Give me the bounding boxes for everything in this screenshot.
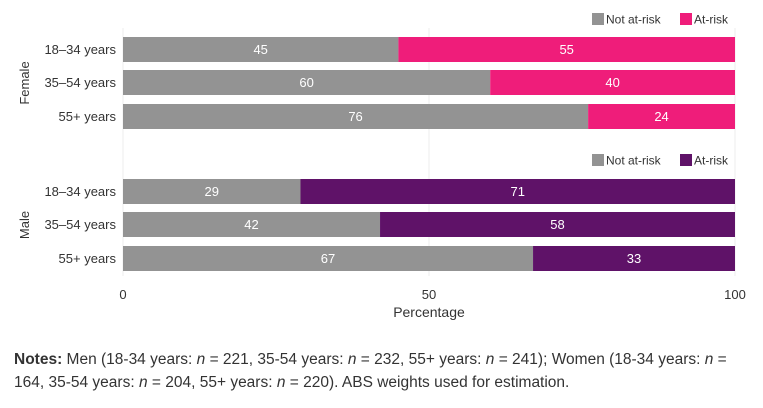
bar-segment <box>123 104 589 129</box>
category-label: 55+ years <box>59 251 117 266</box>
category-label: 35–54 years <box>44 217 116 232</box>
x-tick-label: 100 <box>724 287 746 302</box>
bar-segment <box>398 37 735 62</box>
x-tick-label: 50 <box>422 287 436 302</box>
notes-text: = 220). ABS weights used for estimation. <box>285 374 570 391</box>
notes-n: n <box>138 374 148 391</box>
bar-segment <box>123 179 301 204</box>
data-label: 58 <box>550 217 564 232</box>
bar-segment <box>123 70 491 95</box>
bar-segment <box>490 70 735 95</box>
notes-n: n <box>347 351 357 368</box>
legend-label: At-risk <box>694 13 729 27</box>
data-label: 71 <box>511 184 525 199</box>
data-label: 29 <box>205 184 219 199</box>
chart-notes: Notes: Men (18-34 years: n = 221, 35-54 … <box>14 348 754 394</box>
bar-segment <box>123 246 534 271</box>
notes-text: = 241); Women (18-34 years: <box>494 351 705 368</box>
x-tick-label: 0 <box>119 287 126 302</box>
data-label: 60 <box>299 75 313 90</box>
notes-text: = 232, 55+ years: <box>356 351 486 368</box>
data-label: 55 <box>559 42 573 57</box>
notes-n: n <box>704 351 714 368</box>
notes-label: Notes: <box>14 351 63 368</box>
notes-n: n <box>196 351 206 368</box>
data-label: 42 <box>244 217 258 232</box>
notes-text: = 204, 55+ years: <box>147 374 277 391</box>
bar-segment <box>588 104 735 129</box>
data-label: 33 <box>627 251 641 266</box>
category-label: 18–34 years <box>44 184 116 199</box>
bar-segment <box>300 179 735 204</box>
bar-segment <box>380 212 735 237</box>
category-label: 35–54 years <box>44 75 116 90</box>
legend-label: Not at-risk <box>606 13 662 27</box>
data-label: 40 <box>605 75 619 90</box>
legend-swatch <box>680 154 692 166</box>
bar-segment <box>533 246 735 271</box>
legend-swatch <box>680 13 692 25</box>
legend-swatch <box>592 13 604 25</box>
data-label: 45 <box>253 42 267 57</box>
x-axis-label: Percentage <box>393 304 465 320</box>
stacked-bar-chart: Female 18–34 years 35–54 years 55+ years 45 5… <box>17 13 746 321</box>
category-label: 55+ years <box>59 109 117 124</box>
data-label: 76 <box>348 109 362 124</box>
data-label: 67 <box>321 251 335 266</box>
category-label: 18–34 years <box>44 42 116 57</box>
panel-label: Male <box>17 211 32 239</box>
notes-text: = 221, 35-54 years: <box>205 351 348 368</box>
legend-swatch <box>592 154 604 166</box>
bar-segment <box>123 212 381 237</box>
bar-segment <box>123 37 399 62</box>
panel-label: Female <box>17 61 32 104</box>
notes-n: n <box>485 351 495 368</box>
legend-label: Not at-risk <box>606 154 662 168</box>
notes-text: = 164, 35-54 years: <box>14 351 727 391</box>
data-label: 24 <box>654 109 668 124</box>
notes-n: n <box>276 374 286 391</box>
notes-text: Men (18-34 years: <box>62 351 197 368</box>
legend-label: At-risk <box>694 154 729 168</box>
